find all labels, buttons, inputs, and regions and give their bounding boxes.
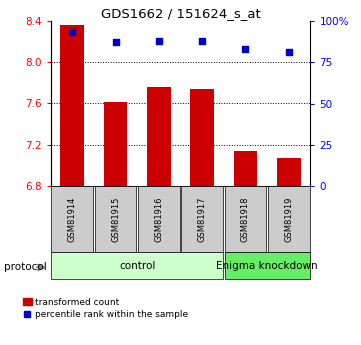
Bar [277,158,301,186]
Title: GDS1662 / 151624_s_at: GDS1662 / 151624_s_at [101,7,260,20]
Point [156,38,162,43]
Bar [190,89,214,186]
Bar [268,186,310,252]
Text: control: control [119,261,155,270]
Bar [181,186,223,252]
Bar [104,102,127,186]
Text: Enigma knockdown: Enigma knockdown [216,261,318,270]
Point [199,38,205,43]
Point [243,46,248,52]
Text: protocol: protocol [4,263,46,272]
Bar [138,186,180,252]
Text: GSM81918: GSM81918 [241,196,250,242]
Bar [225,252,310,279]
Legend: transformed count, percentile rank within the sample: transformed count, percentile rank withi… [23,298,188,319]
Bar [234,151,257,186]
Bar [225,186,266,252]
Bar [51,186,93,252]
Point [113,39,118,45]
Point [286,49,292,55]
Point [69,30,75,35]
Bar [60,25,84,186]
Text: GSM81914: GSM81914 [68,196,77,242]
Text: GSM81915: GSM81915 [111,196,120,242]
Bar [147,87,171,186]
Text: GSM81919: GSM81919 [284,196,293,242]
Text: GSM81916: GSM81916 [155,196,163,242]
Bar [95,186,136,252]
Text: GSM81917: GSM81917 [198,196,206,242]
Bar [51,252,223,279]
